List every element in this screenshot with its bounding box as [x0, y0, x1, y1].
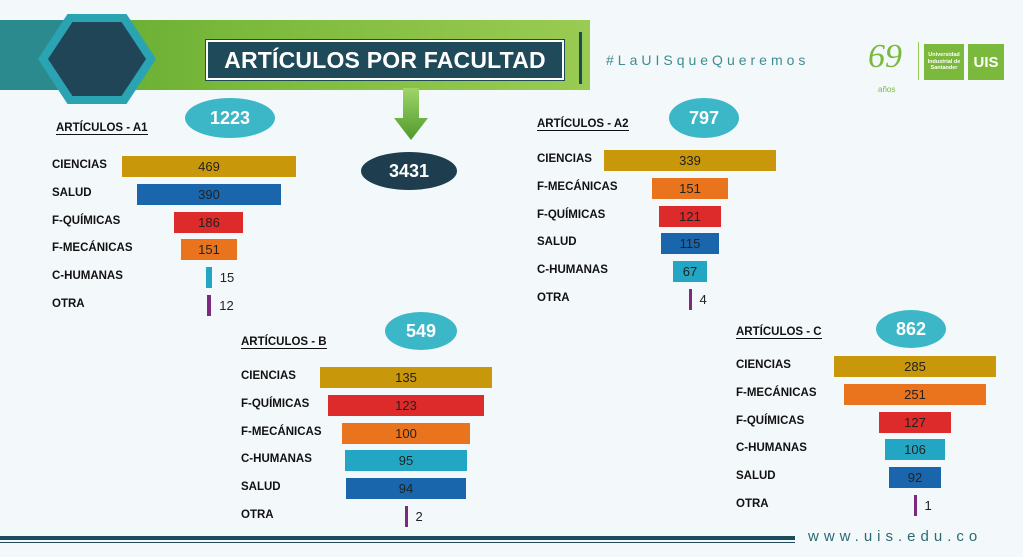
- bar-value-label: 127: [904, 414, 926, 430]
- bar-value-label: 95: [398, 453, 414, 469]
- bar: 100: [342, 422, 470, 444]
- title-divider: [579, 32, 582, 84]
- bar: 92: [888, 467, 942, 489]
- chart-total-bubble-a2: 797: [669, 98, 739, 138]
- category-label: C-HUMANAS: [52, 270, 123, 283]
- category-label: C-HUMANAS: [736, 442, 807, 455]
- bar: 251: [843, 383, 987, 405]
- bar-value-label: 339: [679, 153, 701, 168]
- bar: 94: [346, 478, 466, 500]
- bar-value-label: 1: [924, 498, 932, 513]
- category-label: F-MECÁNICAS: [52, 242, 133, 255]
- bar-value-label: 121: [679, 208, 701, 224]
- bar: [913, 495, 917, 516]
- bar-value-label: 285: [904, 359, 926, 374]
- category-label: F-QUÍMICAS: [241, 397, 310, 410]
- category-label: OTRA: [52, 298, 85, 310]
- bar: 67: [673, 261, 707, 283]
- bar: [688, 289, 692, 310]
- chart-total-bubble-c: 862: [876, 310, 946, 348]
- hashtag: #LaUISqueQueremos: [606, 52, 810, 68]
- bar-value-label: 123: [395, 397, 417, 413]
- category-label: C-HUMANAS: [537, 264, 608, 277]
- footer-url: www.uis.edu.co: [808, 528, 983, 545]
- bar: 115: [660, 233, 720, 255]
- footer-rule-thin: [0, 542, 795, 543]
- chart-title-b: ARTÍCULOS - B: [241, 336, 327, 349]
- category-label: F-MECÁNICAS: [537, 180, 618, 193]
- bar-value-label: 92: [907, 470, 923, 486]
- bar: [206, 295, 212, 316]
- bar: 469: [122, 156, 296, 177]
- bar: 339: [604, 150, 776, 171]
- category-label: OTRA: [537, 292, 570, 304]
- footer-rule: [0, 536, 795, 540]
- bar-value-label: 135: [395, 370, 417, 385]
- chart-total-bubble-b: 549: [385, 312, 457, 350]
- bar-value-label: 67: [682, 264, 698, 280]
- bar-value-label: 12: [219, 298, 234, 313]
- category-label: F-MECÁNICAS: [736, 386, 817, 399]
- chart-title-a2: ARTÍCULOS - A2: [537, 118, 629, 131]
- bar-value-label: 94: [398, 481, 414, 497]
- bar-value-label: 186: [198, 214, 220, 230]
- chart-title-a1: ARTÍCULOS - A1: [56, 122, 148, 135]
- down-arrow-icon: [394, 88, 428, 140]
- category-label: OTRA: [241, 509, 274, 521]
- category-label: C-HUMANAS: [241, 453, 312, 466]
- logo-divider: [918, 42, 919, 80]
- bar: 95: [345, 450, 467, 472]
- bar: 127: [878, 411, 952, 433]
- bar: 106: [884, 439, 946, 461]
- university-shield-logo: UIS: [968, 44, 1004, 80]
- bar: 123: [327, 394, 485, 416]
- bar: 151: [651, 177, 729, 199]
- bar-value-label: 15: [219, 270, 235, 286]
- university-logo-text: Universidad Industrial de Santander: [924, 44, 964, 80]
- bar: 285: [834, 356, 996, 377]
- category-label: CIENCIAS: [52, 159, 107, 171]
- bar: [206, 267, 212, 289]
- category-label: F-MECÁNICAS: [241, 425, 322, 438]
- bar-value-label: 2: [415, 509, 423, 524]
- bar-value-label: 469: [198, 159, 220, 174]
- bar: [404, 506, 408, 527]
- category-label: F-QUÍMICAS: [537, 208, 606, 221]
- page-title: ARTÍCULOS POR FACULTAD: [206, 40, 564, 80]
- category-label: OTRA: [736, 498, 769, 510]
- bar: 151: [180, 239, 237, 261]
- category-label: CIENCIAS: [537, 153, 592, 165]
- bar-value-label: 151: [679, 180, 701, 196]
- chart-total-bubble-a1: 1223: [185, 98, 275, 138]
- bar-value-label: 251: [904, 386, 926, 402]
- bar-value-label: 151: [198, 242, 220, 258]
- anniversary-logo: 69 años: [868, 38, 916, 95]
- category-label: CIENCIAS: [241, 370, 296, 382]
- chart-title-c: ARTÍCULOS - C: [736, 326, 822, 339]
- category-label: SALUD: [736, 470, 776, 483]
- bar: 135: [320, 367, 492, 388]
- category-label: SALUD: [241, 481, 281, 494]
- bar: 121: [659, 205, 721, 227]
- category-label: F-QUÍMICAS: [52, 214, 121, 227]
- bar-value-label: 106: [904, 442, 926, 458]
- category-label: F-QUÍMICAS: [736, 414, 805, 427]
- category-label: SALUD: [537, 236, 577, 249]
- bar-value-label: 115: [679, 236, 701, 252]
- bar: 390: [136, 183, 282, 205]
- anniversary-years: 69: [868, 38, 902, 75]
- category-label: CIENCIAS: [736, 359, 791, 371]
- bar: 186: [174, 211, 244, 233]
- total-bubble: 3431: [361, 152, 457, 190]
- bar-value-label: 390: [198, 186, 220, 202]
- anniversary-years-label: años: [878, 85, 896, 94]
- bar-value-label: 4: [699, 292, 707, 307]
- bar-value-label: 100: [395, 425, 417, 441]
- category-label: SALUD: [52, 186, 92, 199]
